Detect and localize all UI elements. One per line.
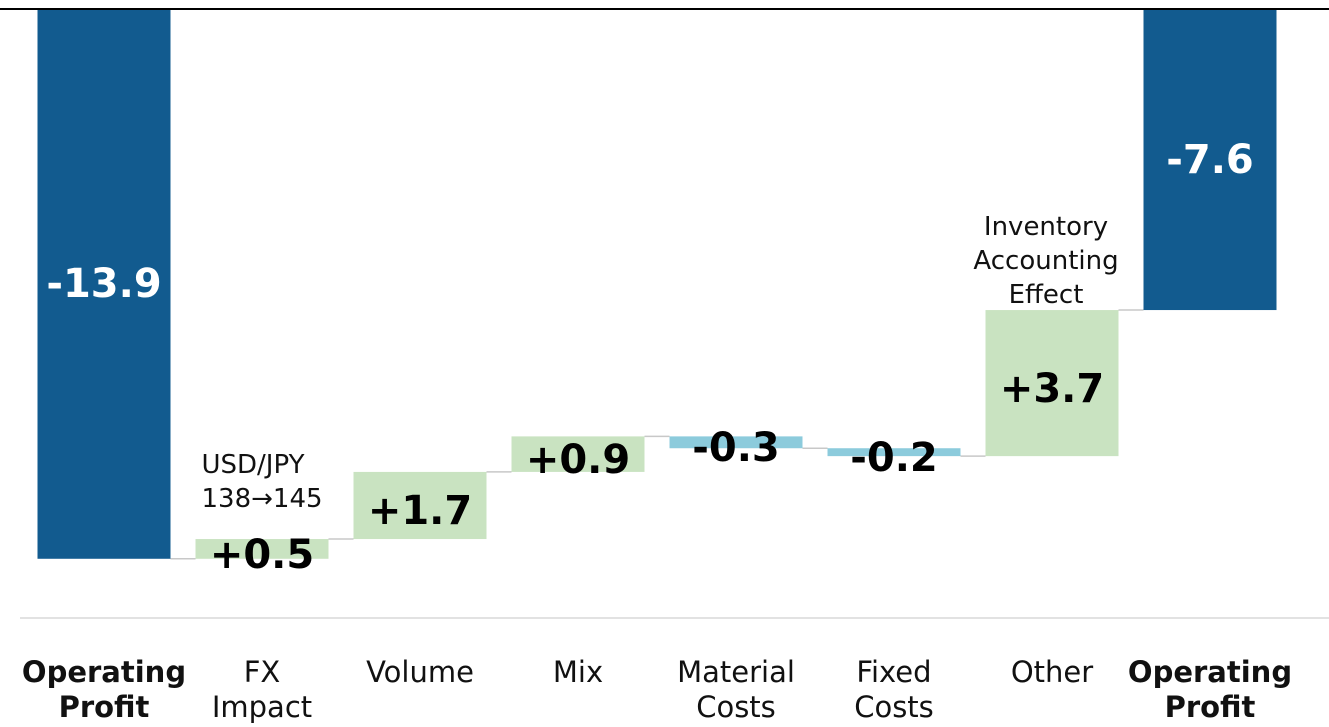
annotation: USD/JPY 138→145 [201, 450, 323, 514]
value-label: +0.5 [209, 531, 315, 578]
bar [195, 539, 329, 559]
value-label: -0.2 [850, 435, 938, 482]
x-tick-label: Volume [366, 655, 474, 689]
value-label: +3.7 [999, 366, 1105, 413]
x-tick-label: FX Impact [211, 655, 313, 724]
x-tick-label: Material Costs [677, 655, 795, 724]
x-tick-label: Operating Profit [1127, 655, 1293, 724]
x-tick-label: Operating Profit [21, 655, 187, 724]
bar [37, 10, 171, 559]
value-label: +1.7 [367, 488, 473, 535]
x-tick-label: Mix [552, 655, 604, 689]
value-label: -0.3 [692, 425, 780, 472]
x-tick-label: Fixed Costs [854, 655, 934, 724]
value-label: -7.6 [1166, 137, 1254, 184]
annotation: Inventory Accounting Effect [973, 212, 1119, 310]
bar [353, 471, 487, 540]
value-label: -13.9 [46, 261, 162, 308]
x-tick-label: Other [1010, 655, 1094, 689]
bar [1143, 10, 1277, 311]
bar [669, 436, 803, 449]
value-label: +0.9 [525, 437, 631, 484]
bar [985, 310, 1119, 457]
bar [827, 448, 961, 457]
bar [511, 436, 645, 472]
